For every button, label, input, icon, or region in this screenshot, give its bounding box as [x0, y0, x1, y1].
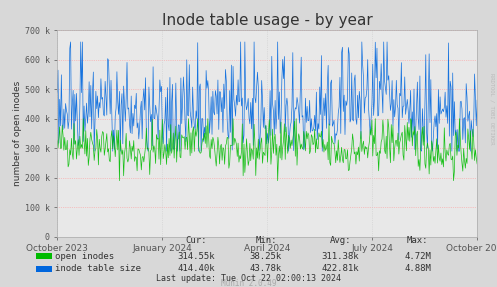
- Text: Min:: Min:: [255, 236, 277, 245]
- Text: 4.88M: 4.88M: [404, 264, 431, 274]
- Text: 422.81k: 422.81k: [322, 264, 359, 274]
- Text: 43.78k: 43.78k: [250, 264, 282, 274]
- Text: 414.40k: 414.40k: [177, 264, 215, 274]
- Title: Inode table usage - by year: Inode table usage - by year: [162, 13, 373, 28]
- Text: Cur:: Cur:: [185, 236, 207, 245]
- Text: 314.55k: 314.55k: [177, 251, 215, 261]
- Y-axis label: number of open inodes: number of open inodes: [13, 81, 22, 186]
- Text: Max:: Max:: [407, 236, 428, 245]
- Text: Last update: Tue Oct 22 02:00:13 2024: Last update: Tue Oct 22 02:00:13 2024: [156, 274, 341, 283]
- Text: Munin 2.0.49: Munin 2.0.49: [221, 279, 276, 287]
- Text: 311.38k: 311.38k: [322, 251, 359, 261]
- Text: RRDTOOL / TOBI OETIKER: RRDTOOL / TOBI OETIKER: [490, 73, 495, 145]
- Text: Avg:: Avg:: [330, 236, 351, 245]
- Text: 4.72M: 4.72M: [404, 251, 431, 261]
- Text: 38.25k: 38.25k: [250, 251, 282, 261]
- Text: inode table size: inode table size: [55, 264, 141, 274]
- Text: open inodes: open inodes: [55, 251, 114, 261]
